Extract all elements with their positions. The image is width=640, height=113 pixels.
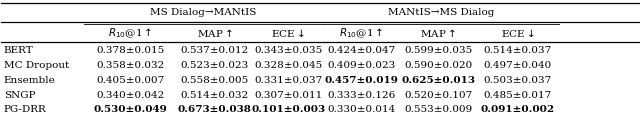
Text: 0.553±0.009: 0.553±0.009: [404, 105, 472, 113]
Text: 0.537±0.012: 0.537±0.012: [180, 45, 249, 54]
Text: MS Dialog→MANtIS: MS Dialog→MANtIS: [150, 8, 257, 17]
Text: 0.590±0.020: 0.590±0.020: [404, 60, 472, 69]
Text: 0.378±0.015: 0.378±0.015: [96, 45, 164, 54]
Text: 0.530±0.049: 0.530±0.049: [93, 105, 167, 113]
Text: 0.673±0.038: 0.673±0.038: [178, 105, 252, 113]
Text: 0.457±0.019: 0.457±0.019: [324, 75, 399, 84]
Text: 0.328±0.045: 0.328±0.045: [254, 60, 322, 69]
Text: 0.358±0.032: 0.358±0.032: [96, 60, 164, 69]
Text: 0.343±0.035: 0.343±0.035: [254, 45, 322, 54]
Text: $R_{10}$@1$\uparrow$: $R_{10}$@1$\uparrow$: [339, 26, 383, 40]
Text: 0.091±0.002: 0.091±0.002: [481, 105, 555, 113]
Text: 0.331±0.037: 0.331±0.037: [254, 75, 322, 84]
Text: 0.558±0.005: 0.558±0.005: [180, 75, 249, 84]
Text: ECE$\downarrow$: ECE$\downarrow$: [501, 28, 535, 39]
Text: MAP$\uparrow$: MAP$\uparrow$: [420, 27, 456, 39]
Text: 0.330±0.014: 0.330±0.014: [328, 105, 396, 113]
Text: 0.514±0.037: 0.514±0.037: [484, 45, 552, 54]
Text: 0.503±0.037: 0.503±0.037: [484, 75, 552, 84]
Text: 0.485±0.017: 0.485±0.017: [484, 90, 552, 99]
Text: 0.333±0.126: 0.333±0.126: [328, 90, 396, 99]
Text: 0.599±0.035: 0.599±0.035: [404, 45, 472, 54]
Text: 0.307±0.011: 0.307±0.011: [254, 90, 322, 99]
Text: ECE$\downarrow$: ECE$\downarrow$: [271, 28, 305, 39]
Text: 0.520±0.107: 0.520±0.107: [404, 90, 472, 99]
Text: 0.625±0.013: 0.625±0.013: [401, 75, 475, 84]
Text: 0.405±0.007: 0.405±0.007: [96, 75, 164, 84]
Text: 0.497±0.040: 0.497±0.040: [484, 60, 552, 69]
Text: SNGP: SNGP: [4, 90, 35, 99]
Text: 0.340±0.042: 0.340±0.042: [96, 90, 164, 99]
Text: 0.101±0.003: 0.101±0.003: [251, 105, 325, 113]
Text: 0.514±0.032: 0.514±0.032: [180, 90, 249, 99]
Text: MC Dropout: MC Dropout: [4, 60, 69, 69]
Text: MAP$\uparrow$: MAP$\uparrow$: [197, 27, 232, 39]
Text: MANtIS→MS Dialog: MANtIS→MS Dialog: [388, 8, 495, 17]
Text: BERT: BERT: [4, 45, 34, 54]
Text: 0.424±0.047: 0.424±0.047: [328, 45, 396, 54]
Text: Ensemble: Ensemble: [4, 75, 56, 84]
Text: 0.523±0.023: 0.523±0.023: [180, 60, 249, 69]
Text: PG-DRR: PG-DRR: [4, 105, 47, 113]
Text: 0.409±0.023: 0.409±0.023: [328, 60, 396, 69]
Text: $R_{10}$@1$\uparrow$: $R_{10}$@1$\uparrow$: [108, 26, 152, 40]
